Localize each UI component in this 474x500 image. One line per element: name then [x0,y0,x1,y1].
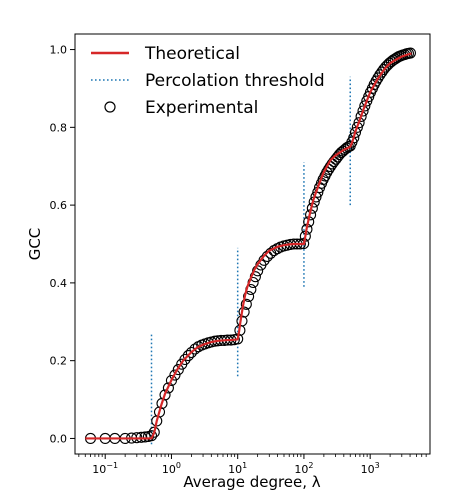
x-tick-label: 103 [361,461,380,476]
experimental-point [162,382,174,394]
experimental-point [349,126,362,138]
experimental-point [238,306,250,318]
plot-frame [74,33,431,455]
theoretical-line [85,52,412,440]
x-axis: 10−1 100 101 102 103 [78,454,427,476]
experimental-point [385,56,397,68]
y-tick-label: 0.2 [50,355,68,368]
y-tick-label: 0.0 [50,432,68,445]
y-tick-label: 0.4 [50,277,68,290]
experimental-point [374,69,386,81]
experimental-point [148,426,160,438]
percolation-threshold-lines [150,76,351,445]
experimental-point [153,406,166,418]
experimental-point [339,143,351,156]
y-axis-label: GCC [26,228,44,261]
experimental-point [145,430,158,442]
experimental-point [378,63,390,75]
experimental-point [182,350,194,362]
theoretical-curve [85,52,412,440]
experimental-point [351,121,363,133]
legend-experimental-label: Experimental [145,98,258,118]
experimental-point [165,374,177,387]
experimental-point [243,290,255,303]
legend-threshold-label: Percolation threshold [145,71,325,91]
legend-theoretical-label: Theoretical [144,44,240,64]
experimental-point [240,298,252,310]
experimental-point [185,346,197,359]
legend: Theoretical Percolation threshold Experi… [91,44,325,118]
experimental-point [139,431,151,443]
experimental-point [353,117,365,129]
experimental-point [189,343,201,355]
y-tick-label: 1.0 [50,44,68,57]
x-tick-label: 101 [228,461,247,476]
experimental-point [355,110,367,122]
experimental-point [348,132,360,144]
y-tick-label: 0.6 [50,199,68,212]
experimental-point [169,369,181,381]
x-tick-label: 10−1 [92,461,118,476]
y-tick-label: 0.8 [50,121,68,134]
experimental-point [159,389,171,401]
legend-experimental-marker [104,101,116,113]
experimental-point [172,364,184,376]
experimental-point [359,100,371,112]
y-axis: 0.0 0.2 0.4 0.6 0.8 1.0 [50,44,75,445]
x-axis-label: Average degree, λ [183,473,320,491]
experimental-point [372,72,384,84]
experimental-point [357,105,369,117]
x-tick-label: 102 [294,461,313,476]
experimental-point [383,57,395,69]
experimental-point [404,47,416,59]
experimental-point [179,353,191,366]
x-tick-label: 100 [162,461,181,476]
